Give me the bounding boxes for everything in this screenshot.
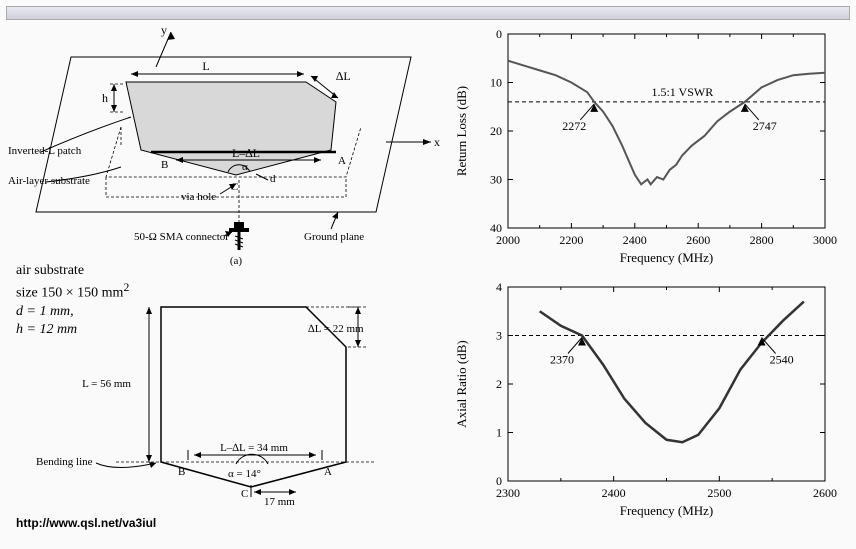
subfig-a-label: (a) bbox=[230, 255, 243, 267]
B2-label: B bbox=[178, 466, 185, 478]
svg-text:2600: 2600 bbox=[686, 233, 710, 247]
h-label: h bbox=[102, 91, 108, 105]
svg-text:2000: 2000 bbox=[496, 233, 520, 247]
svg-text:2540: 2540 bbox=[770, 353, 794, 367]
param-substrate: air substrate bbox=[16, 262, 129, 280]
svg-text:3: 3 bbox=[496, 329, 502, 343]
bending-label: Bending line bbox=[36, 456, 93, 468]
svg-text:Return Loss (dB): Return Loss (dB) bbox=[454, 86, 469, 176]
axial-ratio-chart: 2300 2400 2500 2600 0 1 2 3 4 Frequency (MHz) Axia… bbox=[450, 275, 840, 523]
svg-text:30: 30 bbox=[490, 173, 502, 187]
B-label: B bbox=[161, 159, 168, 171]
LmdL-label: L–∆L bbox=[232, 146, 260, 160]
return-loss-chart: 2000 2200 2400 2600 2800 3000 0 10 20 30 40 Frequen… bbox=[450, 22, 840, 270]
LmdL2-label: L–∆L = 34 mm bbox=[220, 442, 288, 454]
svg-text:0: 0 bbox=[496, 27, 502, 41]
svg-text:4: 4 bbox=[496, 280, 502, 294]
d-label: d bbox=[270, 173, 276, 185]
svg-text:2600: 2600 bbox=[813, 486, 837, 500]
c17-label: 17 mm bbox=[264, 496, 295, 508]
flat-diagram: ∆L = 22 mm L = 56 mm L–∆L = 34 mm α = 14… bbox=[6, 287, 446, 527]
svg-text:2200: 2200 bbox=[559, 233, 583, 247]
svg-text:2400: 2400 bbox=[602, 486, 626, 500]
L2-label: L = 56 mm bbox=[82, 378, 131, 390]
svg-text:Axial Ratio (dB): Axial Ratio (dB) bbox=[454, 340, 469, 427]
A2-label: A bbox=[324, 466, 332, 478]
source-url: http://www.qsl.net/va3iul bbox=[16, 516, 156, 530]
A-label: A bbox=[338, 155, 346, 167]
svg-text:2300: 2300 bbox=[496, 486, 520, 500]
y-axis-label: y bbox=[161, 23, 167, 37]
window-titlebar bbox=[6, 6, 850, 20]
svg-text:1: 1 bbox=[496, 426, 502, 440]
alpha-label: α bbox=[242, 161, 248, 173]
svg-text:10: 10 bbox=[490, 76, 502, 90]
ground-plane-label: Ground plane bbox=[304, 231, 364, 243]
svg-text:2272: 2272 bbox=[562, 119, 586, 133]
air-layer-label: Air-layer substrate bbox=[8, 175, 90, 187]
svg-text:2747: 2747 bbox=[753, 119, 777, 133]
L-label: L bbox=[202, 59, 209, 73]
C2-label: C bbox=[241, 488, 248, 500]
svg-text:2500: 2500 bbox=[707, 486, 731, 500]
svg-text:2800: 2800 bbox=[750, 233, 774, 247]
svg-text:Frequency (MHz): Frequency (MHz) bbox=[620, 250, 714, 265]
perspective-diagram: y x L ∆L h L–∆L A bbox=[6, 22, 446, 272]
svg-text:20: 20 bbox=[490, 124, 502, 138]
svg-text:0: 0 bbox=[496, 474, 502, 488]
svg-text:2: 2 bbox=[496, 377, 502, 391]
deltaL-label: ∆L bbox=[336, 69, 351, 83]
svg-text:Frequency (MHz): Frequency (MHz) bbox=[620, 503, 714, 518]
inverted-l-label: Inverted-L patch bbox=[8, 145, 82, 157]
svg-text:2370: 2370 bbox=[550, 353, 574, 367]
via-hole-label: via hole bbox=[181, 191, 216, 203]
svg-text:40: 40 bbox=[490, 221, 502, 235]
svg-text:2400: 2400 bbox=[623, 233, 647, 247]
dL2-label: ∆L = 22 mm bbox=[308, 323, 364, 335]
svg-text:3000: 3000 bbox=[813, 233, 837, 247]
x-axis-label: x bbox=[434, 135, 440, 149]
sma-label: 50-Ω SMA connector bbox=[134, 231, 229, 243]
alpha2-label: α = 14° bbox=[228, 468, 261, 480]
svg-text:1.5:1 VSWR: 1.5:1 VSWR bbox=[651, 85, 713, 99]
